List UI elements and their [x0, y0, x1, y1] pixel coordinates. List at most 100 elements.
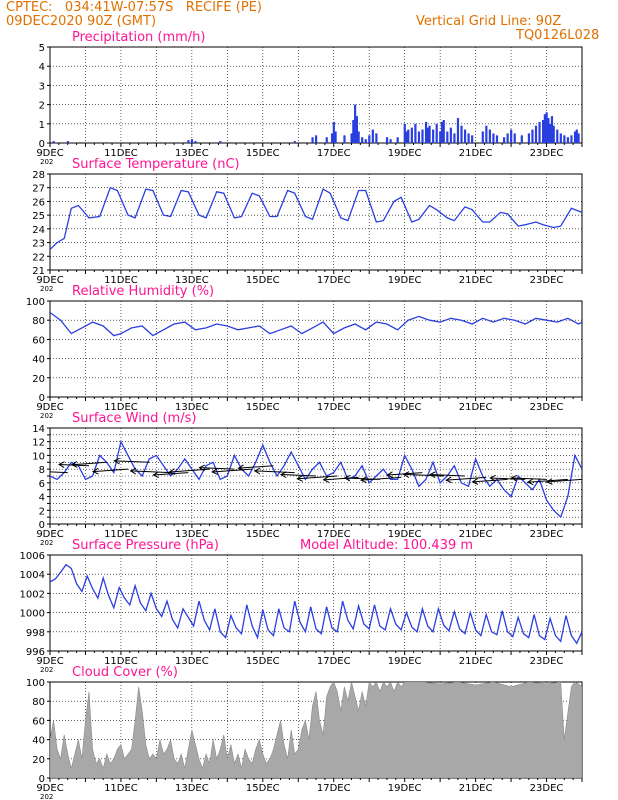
precip-bar [405, 131, 408, 143]
precip-bar [543, 114, 546, 143]
precip-bar [364, 139, 367, 143]
panel-temperature: 21 22 23 24 25 26 27 28 9DEC 11DEC 13DEC 15DEC 17DEC… [32, 157, 583, 293]
x-tick-label: 21DEC [459, 275, 493, 286]
x-year-label: 202 [40, 666, 53, 674]
x-tick-label: 9DEC [36, 275, 63, 286]
series-humidity [50, 311, 582, 337]
precip-bar [510, 129, 513, 143]
y-tick-label: 24 [32, 225, 45, 236]
y-tick-label: 40 [32, 355, 45, 366]
series-line [50, 563, 582, 645]
x-tick-label: 15DEC [246, 529, 280, 540]
y-tick-label: 1 [39, 120, 45, 131]
precip-bar [456, 118, 460, 143]
y-tick-label: 998 [26, 628, 45, 639]
x-tick-label: 9DEC [36, 402, 63, 413]
wind-arrow-head [428, 471, 436, 479]
y-tick-label: 40 [32, 736, 45, 747]
precip-bar [357, 131, 360, 143]
wind-arrow [511, 477, 547, 480]
precip-bar [506, 133, 509, 143]
wind-arrow [153, 472, 189, 476]
wind-arrow-head [10, 469, 15, 475]
precip-bar [407, 129, 410, 143]
x-year-label: 202 [40, 285, 53, 293]
x-tick-label: 21DEC [459, 402, 493, 413]
precip-bar [371, 129, 374, 143]
wind-arrow-head [343, 474, 351, 482]
series-line [50, 186, 582, 250]
header: CPTEC: 034:41W-07:57S RECIFE (PE) 09DEC2… [0, 0, 618, 48]
wind-arrow-head [510, 474, 518, 482]
x-tick-label: 17DEC [317, 656, 351, 667]
series-precipitation [52, 104, 580, 143]
wind-arrow-head [57, 461, 65, 468]
wind-arrow [472, 478, 508, 483]
x-tick-label: 21DEC [459, 783, 493, 794]
precip-bar [426, 127, 429, 143]
precip-bar [350, 133, 353, 143]
precip-bar [460, 125, 463, 143]
y-tick-label: 80 [32, 316, 45, 327]
precip-bar [414, 123, 417, 143]
panel-frame [49, 300, 583, 398]
y-tick-label: 26 [32, 197, 45, 208]
precip-bar [534, 125, 538, 143]
y-tick-label: 23 [32, 239, 45, 250]
y-tick-label: 12 [32, 438, 45, 449]
station-title: CPTEC: 034:41W-07:57S RECIFE (PE) [6, 0, 262, 15]
y-tick-label: 2 [39, 506, 45, 517]
x-tick-label: 21DEC [459, 148, 493, 159]
precip-bar [417, 131, 421, 143]
model-code: TQ0126L028 [516, 28, 600, 43]
y-tick-label: 27 [32, 184, 45, 195]
wind-arrow-head [152, 471, 159, 478]
wind-arrow-head [279, 471, 287, 479]
x-tick-label: 13DEC [175, 656, 209, 667]
precip-bar [566, 137, 570, 143]
y-tick-label: 1006 [20, 551, 45, 562]
y-tick-label: 996 [26, 647, 45, 658]
wind-arrow-head [296, 475, 303, 482]
x-tick-label: 21DEC [459, 656, 493, 667]
precip-bar [467, 133, 470, 143]
precip-bar [361, 137, 364, 143]
x-tick-label: 19DEC [388, 402, 422, 413]
panel-annotation: Model Altitude: 100.439 m [300, 538, 473, 553]
precip-bar [563, 135, 566, 143]
precip-bar [570, 135, 573, 143]
precip-bar [502, 137, 506, 143]
precip-bar [187, 140, 190, 143]
wind-arrow [50, 471, 68, 474]
x-tick-label: 23DEC [530, 529, 564, 540]
precip-bar [538, 121, 541, 143]
panel-humidity: 0 20 40 60 80 100 9DEC 11DEC 13DEC 15DEC 17DEC 19DE… [26, 284, 583, 420]
panel-frame [49, 173, 583, 271]
y-tick-label: 0 [39, 393, 45, 404]
precip-bar [446, 131, 449, 143]
wind-arrow [323, 476, 359, 481]
precip-bar [432, 129, 435, 143]
precip-bar [575, 129, 578, 143]
panel-title: Surface Pressure (hPa) [72, 538, 219, 553]
panel-title: Relative Humidity (%) [72, 284, 214, 299]
x-tick-label: 21DEC [459, 529, 493, 540]
y-tick-label: 10 [32, 451, 45, 462]
precip-bar [428, 125, 431, 143]
x-tick-label: 15DEC [246, 148, 280, 159]
wind-arrow [130, 470, 171, 474]
precip-bar [549, 123, 552, 143]
y-tick-label: 14 [32, 424, 45, 435]
y-tick-label: 22 [32, 252, 45, 263]
x-tick-label: 11DEC [104, 783, 138, 794]
x-tick-label: 15DEC [246, 402, 280, 413]
x-tick-label: 17DEC [317, 275, 351, 286]
wind-arrow [280, 474, 317, 477]
precip-bar [311, 137, 314, 143]
x-tick-label: 11DEC [104, 275, 138, 286]
x-year-label: 202 [40, 539, 53, 547]
precip-bar [354, 104, 357, 143]
x-tick-label: 19DEC [388, 275, 422, 286]
x-tick-label: 9DEC [36, 148, 63, 159]
x-year-label: 202 [40, 158, 53, 166]
